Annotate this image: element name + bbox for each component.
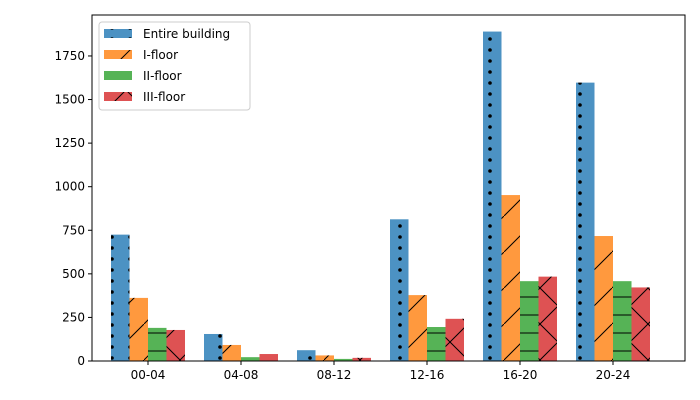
y-tick-label: 0	[77, 354, 85, 368]
bars-layer	[111, 31, 650, 362]
x-tick-label: 00-04	[131, 368, 166, 382]
legend-label: Entire building	[143, 27, 230, 41]
legend-label: III-floor	[143, 90, 185, 104]
bar-hatch-1-08-12	[297, 350, 316, 361]
bar-hatch-1-20-24	[576, 82, 595, 362]
y-tick-label: 250	[62, 310, 85, 324]
legend-swatch-hatch	[104, 50, 132, 59]
bar-hatch-1-00-04	[111, 234, 130, 361]
bar-hatch-3-08-12	[334, 358, 353, 361]
bar-hatch-3-20-24	[613, 281, 632, 361]
axes-layer: 0 250 500 750 1000 1250 1500 1750 00-04 04-08 08-1…	[54, 14, 686, 382]
bar-hatch-2-08-12	[315, 355, 334, 361]
bar-hatch-2-04-08	[222, 344, 241, 361]
y-tick-label: 1750	[54, 49, 85, 63]
bar-hatch-4-20-24	[631, 287, 650, 361]
bar-hatch-4-00-04	[166, 329, 185, 361]
x-tick-label: 08-12	[317, 368, 352, 382]
y-tick-label: 1250	[54, 136, 85, 150]
legend-label: II-floor	[143, 69, 182, 83]
legend-box	[98, 21, 251, 111]
y-tick-label: 500	[62, 267, 85, 281]
bar-hatch-4-12-16	[445, 318, 464, 361]
y-tick-label: 1500	[54, 93, 85, 107]
plot-frame	[91, 14, 686, 362]
legend-entry: I-floor	[104, 48, 178, 62]
x-tick-label: 20-24	[596, 368, 631, 382]
bar-hatch-2-00-04	[129, 297, 148, 361]
bar-hatch-2-16-20	[501, 195, 520, 361]
bar-hatch-3-00-04	[148, 327, 167, 361]
legend-entry: Entire building	[104, 27, 230, 41]
series-2	[129, 195, 613, 361]
legend-entry: III-floor	[104, 90, 185, 104]
bar-hatch-3-04-08	[241, 357, 260, 361]
series-3	[148, 281, 632, 361]
bar-hatch-3-16-20	[520, 281, 539, 361]
x-tick-label: 04-08	[224, 368, 259, 382]
x-tick-label: 16-20	[503, 368, 538, 382]
legend-label: I-floor	[143, 48, 178, 62]
bar-hatch-2-20-24	[594, 236, 613, 361]
bar-hatch-4-16-20	[538, 276, 557, 361]
y-tick-label: 750	[62, 223, 85, 237]
bar-hatch-2-12-16	[408, 295, 427, 361]
series-1	[111, 31, 595, 362]
bar-hatch-1-12-16	[390, 219, 409, 361]
series-4	[166, 276, 650, 361]
legend: Entire building I-floor II-floor III-floor	[98, 21, 251, 111]
bar-hatch-1-16-20	[483, 31, 502, 361]
y-tick-label: 1000	[54, 180, 85, 194]
legend-swatch-hatch	[104, 71, 132, 80]
legend-swatch-hatch	[104, 92, 132, 101]
legend-swatch-hatch	[104, 29, 132, 38]
bar-hatch-4-08-12	[352, 357, 371, 361]
bar-hatch-1-04-08	[204, 333, 223, 361]
legend-entry: II-floor	[104, 69, 182, 83]
bar-hatch-4-04-08	[259, 354, 278, 361]
x-tick-label: 12-16	[410, 368, 445, 382]
bar-hatch-3-12-16	[427, 327, 446, 361]
